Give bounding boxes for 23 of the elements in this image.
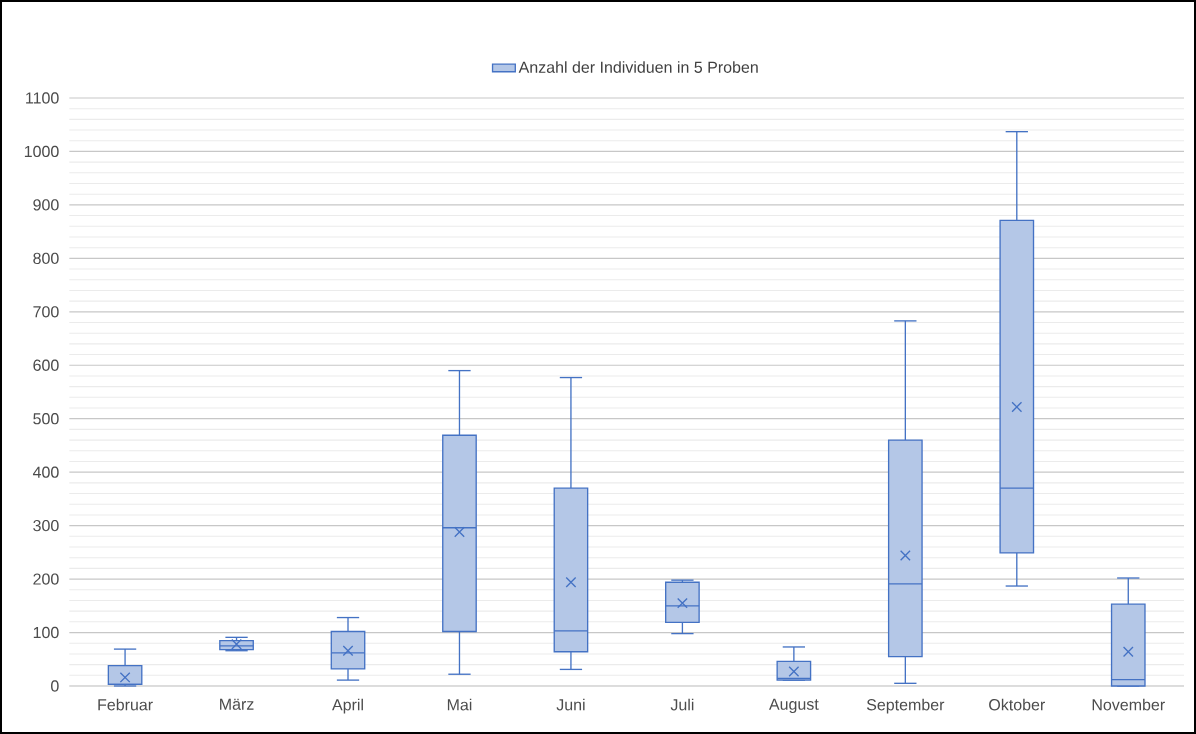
- y-tick-label: 100: [33, 626, 59, 639]
- y-tick-label: 200: [33, 573, 59, 585]
- x-tick-label: Juli: [670, 698, 694, 711]
- legend-label: Anzahl der Individuen in 5 Proben: [518, 61, 758, 73]
- x-tick-label: August: [768, 698, 819, 714]
- x-tick-label: Februar: [98, 698, 153, 711]
- x-tick-label: September: [866, 698, 945, 714]
- y-tick-label: 700: [33, 306, 59, 318]
- y-tick-label: 400: [32, 466, 59, 478]
- y-tick-label: 1100: [26, 92, 59, 104]
- x-tick-label: Mai: [447, 698, 472, 711]
- y-tick-label: 1000: [24, 145, 59, 158]
- y-tick-label: 300: [33, 519, 59, 532]
- y-tick-label: 800: [33, 252, 59, 265]
- x-tick-label: März: [220, 698, 254, 710]
- x-tick-label: Juni: [556, 698, 585, 711]
- y-tick-label: 900: [33, 199, 59, 211]
- y-tick-label: 500: [33, 413, 59, 425]
- y-tick-label: 0: [51, 680, 59, 692]
- y-tick-label: 600: [33, 359, 59, 371]
- x-tick-label: April: [332, 698, 363, 714]
- x-tick-label: Oktober: [989, 698, 1045, 711]
- x-tick-label: November: [1092, 698, 1165, 711]
